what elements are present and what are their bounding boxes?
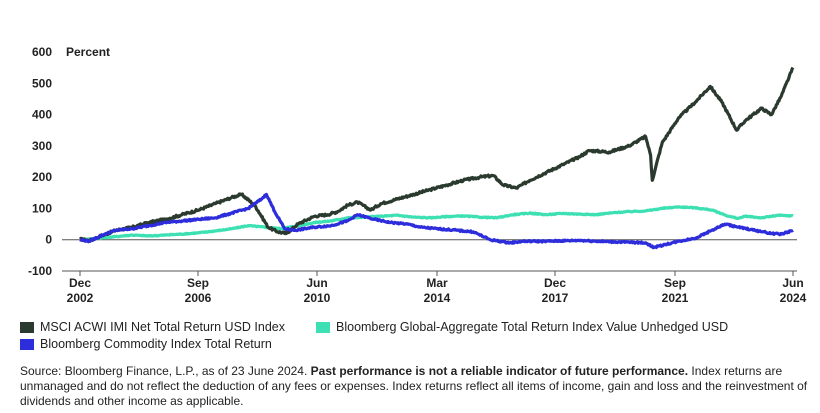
legend-item-commodity: Bloomberg Commodity Index Total Return (20, 337, 272, 351)
x-tick-year: 2002 (67, 291, 94, 305)
legend-swatch-commodity (20, 338, 34, 350)
source-intro: Source: Bloomberg Finance, L.P., as of 2… (20, 364, 311, 378)
series-line-msci-acwi-imi (78, 66, 795, 243)
x-tick-month: Mar (426, 276, 448, 290)
legend-item-msci: MSCI ACWI IMI Net Total Return USD Index (20, 320, 285, 334)
source-note: Source: Bloomberg Finance, L.P., as of 2… (20, 364, 810, 409)
x-tick-month: Dec (69, 276, 91, 290)
source-disclaimer: Past performance is not a reliable indic… (310, 364, 689, 378)
x-tick-year: 2017 (542, 291, 569, 305)
legend-label-commodity: Bloomberg Commodity Index Total Return (40, 337, 272, 351)
series-line-global-aggregate (79, 205, 794, 242)
x-tick-year: 2014 (424, 291, 451, 305)
x-tick-month: Jun (782, 276, 803, 290)
series-line-commodity (79, 192, 794, 250)
legend-swatch-global-agg (316, 321, 330, 333)
x-tick-year: 2006 (185, 291, 212, 305)
y-axis-title: Percent (66, 45, 110, 59)
x-tick-year: 2021 (662, 291, 689, 305)
x-tick-month: Sep (664, 276, 686, 290)
x-tick-year: 2010 (304, 291, 331, 305)
legend-item-global-agg: Bloomberg Global-Aggregate Total Return … (316, 320, 728, 334)
y-tick-label: 200 (32, 170, 52, 184)
y-tick-label: 400 (32, 108, 52, 122)
y-tick-label: 0 (45, 233, 52, 247)
y-tick-label: 600 (32, 45, 52, 59)
y-tick-label: 500 (32, 76, 52, 90)
legend-label-global-agg: Bloomberg Global-Aggregate Total Return … (336, 320, 729, 334)
legend-label-msci: MSCI ACWI IMI Net Total Return USD Index (40, 320, 285, 334)
source-rest: Index returns are unmanaged and do not r… (20, 364, 808, 408)
x-tick-year: 2024 (780, 291, 807, 305)
x-tick-month: Sep (187, 276, 209, 290)
x-tick-month: Dec (544, 276, 566, 290)
x-tick-month: Jun (306, 276, 327, 290)
y-tick-label: 100 (32, 201, 52, 215)
legend-swatch-msci (20, 321, 34, 333)
y-tick-label: -100 (28, 264, 52, 278)
y-tick-label: 300 (32, 139, 52, 153)
